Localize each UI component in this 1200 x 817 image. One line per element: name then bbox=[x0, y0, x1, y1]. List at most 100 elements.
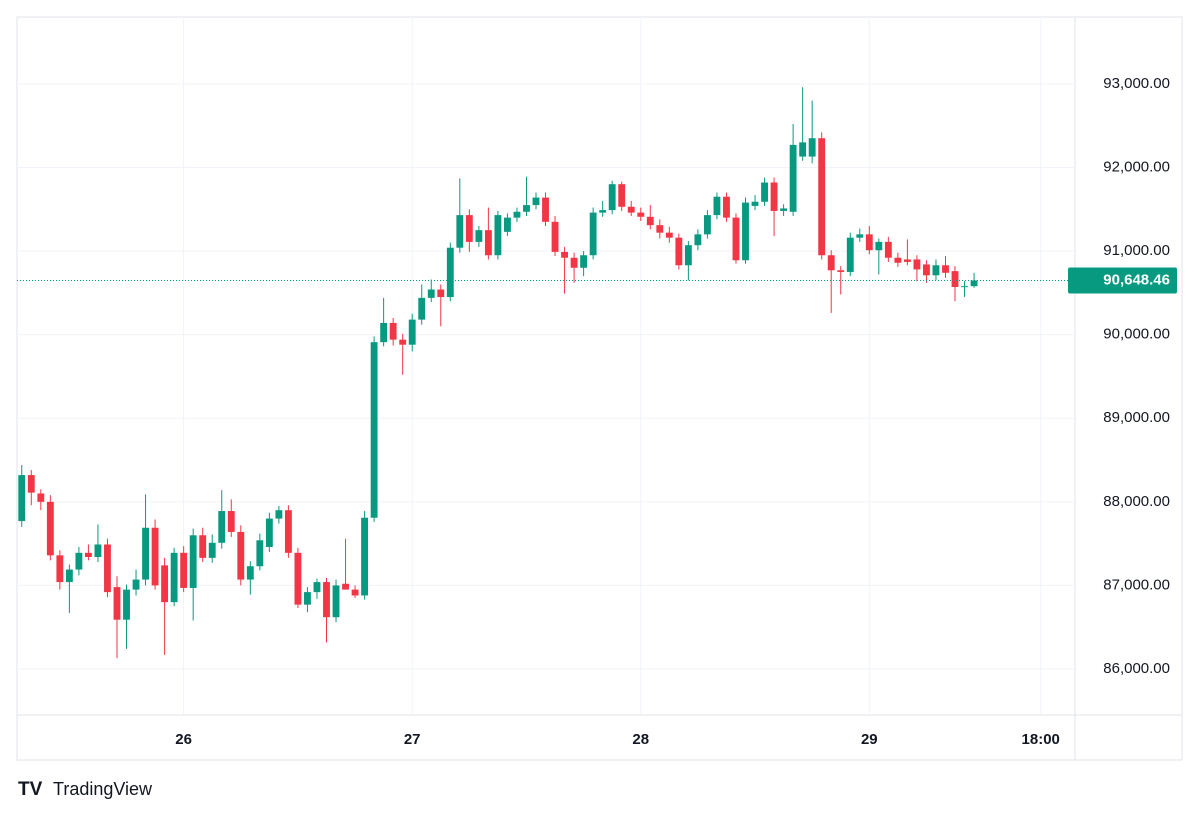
candle-body bbox=[275, 510, 283, 519]
candle-body bbox=[656, 225, 664, 233]
candle-body bbox=[265, 518, 273, 547]
candle-body bbox=[723, 196, 730, 218]
candle-body bbox=[561, 251, 568, 258]
candle-body bbox=[837, 270, 845, 272]
candle-body bbox=[494, 215, 502, 256]
candle-body bbox=[856, 234, 864, 238]
y-tick-label: 86,000.00 bbox=[1103, 660, 1170, 677]
candle-body bbox=[170, 552, 178, 603]
candle-body bbox=[732, 217, 740, 261]
candle-body bbox=[504, 217, 511, 232]
candle-body bbox=[894, 257, 902, 263]
y-tick-label: 87,000.00 bbox=[1103, 576, 1170, 593]
candle-body bbox=[827, 255, 835, 271]
candle-body bbox=[751, 201, 759, 206]
candle-body bbox=[618, 184, 626, 207]
candle-body bbox=[332, 585, 340, 618]
candle-body bbox=[199, 535, 207, 558]
candle-body bbox=[161, 565, 169, 603]
candle-body bbox=[523, 205, 530, 212]
candle-body bbox=[684, 245, 692, 266]
candle-body bbox=[465, 215, 473, 242]
chart-frame bbox=[16, 16, 1183, 761]
candle-body bbox=[932, 265, 940, 276]
candle-body bbox=[18, 475, 26, 522]
x-tick-label: 28 bbox=[632, 731, 649, 748]
candle-body bbox=[923, 264, 930, 276]
candle-body bbox=[799, 142, 807, 157]
candle-body bbox=[875, 241, 883, 251]
candle-body bbox=[46, 501, 54, 556]
candle-body bbox=[675, 237, 683, 266]
candle-body bbox=[399, 339, 407, 345]
candle-body bbox=[27, 475, 35, 493]
candle-body bbox=[608, 184, 616, 211]
candle-body bbox=[180, 552, 188, 588]
candle-body bbox=[694, 234, 702, 246]
x-tick-label: 26 bbox=[175, 731, 192, 748]
candle-body bbox=[884, 241, 892, 258]
candle-body bbox=[846, 237, 854, 272]
candle-body bbox=[446, 247, 454, 298]
candle-body bbox=[37, 493, 45, 502]
candle-body bbox=[189, 535, 197, 588]
candle-body bbox=[789, 144, 797, 212]
candle-body bbox=[903, 259, 911, 262]
last-price-label: 90,648.46 bbox=[1103, 271, 1170, 288]
candle-body bbox=[970, 280, 978, 287]
candle-body bbox=[284, 510, 292, 553]
candle-body bbox=[599, 210, 607, 213]
candle-body bbox=[256, 540, 264, 567]
candle-body bbox=[742, 202, 749, 261]
y-tick-label: 89,000.00 bbox=[1103, 409, 1170, 426]
candle-body bbox=[780, 208, 788, 211]
candle-body bbox=[551, 221, 559, 252]
logo: TV TradingView bbox=[18, 779, 153, 800]
y-tick-label: 91,000.00 bbox=[1103, 242, 1170, 259]
brand: TradingView bbox=[53, 779, 153, 799]
candle-body bbox=[323, 582, 330, 618]
last-price-box bbox=[1068, 267, 1177, 294]
candle-body bbox=[227, 511, 235, 532]
candle-body bbox=[818, 138, 826, 256]
candle-body bbox=[589, 212, 597, 256]
y-tick-label: 92,000.00 bbox=[1103, 158, 1170, 175]
candle-body bbox=[637, 212, 645, 217]
candle-body bbox=[389, 322, 397, 340]
candle-body bbox=[294, 552, 302, 605]
candles bbox=[17, 87, 1075, 659]
x-tick-label: 18:00 bbox=[1022, 731, 1060, 748]
candle-body bbox=[65, 569, 73, 583]
x-tick-label: 27 bbox=[404, 731, 421, 748]
candle-body bbox=[703, 215, 711, 235]
candle-body bbox=[94, 544, 102, 558]
candle-body bbox=[380, 322, 388, 343]
candle-body bbox=[961, 286, 968, 288]
candle-body bbox=[142, 527, 149, 580]
candle-body bbox=[208, 542, 216, 558]
candle-body bbox=[761, 182, 768, 202]
candle-body bbox=[951, 271, 959, 288]
candle-body bbox=[665, 232, 673, 238]
candle-body bbox=[427, 289, 435, 298]
candle-body bbox=[342, 583, 349, 590]
candle-body bbox=[456, 215, 464, 248]
candle-body bbox=[113, 587, 121, 620]
candle-body bbox=[475, 230, 483, 242]
candle-body bbox=[437, 289, 445, 298]
candle-body bbox=[408, 319, 416, 345]
candle-body bbox=[151, 527, 159, 586]
candle-body bbox=[808, 138, 816, 157]
candle-body bbox=[132, 579, 140, 590]
candle-body bbox=[351, 589, 359, 596]
candle-body bbox=[580, 255, 588, 268]
candle-body bbox=[218, 511, 226, 543]
candle-body bbox=[246, 566, 254, 580]
candle-body bbox=[542, 197, 549, 222]
candle-body bbox=[75, 552, 83, 570]
candle-body bbox=[513, 211, 521, 218]
candle-body bbox=[313, 582, 321, 593]
candle-body bbox=[237, 531, 245, 580]
candle-body bbox=[532, 197, 540, 206]
